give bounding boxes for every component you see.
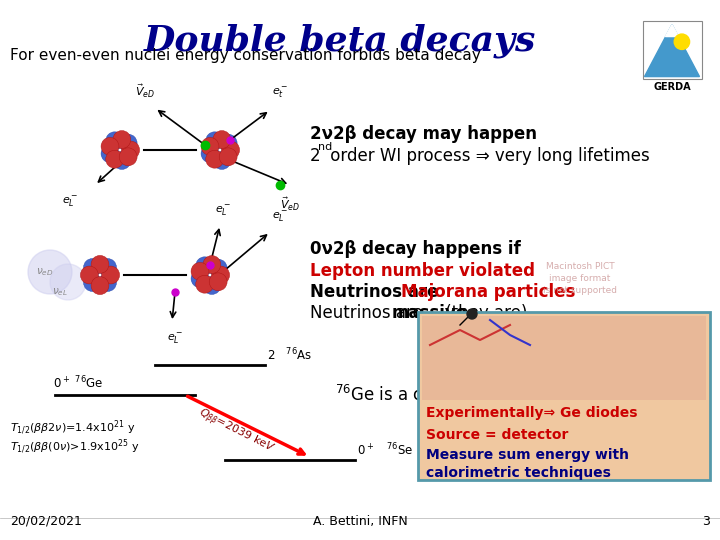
- Text: massive: massive: [391, 304, 467, 322]
- Text: $T_{1/2}(\beta\beta 2\nu)$=1.4x10$^{21}$ y: $T_{1/2}(\beta\beta 2\nu)$=1.4x10$^{21}$…: [10, 418, 135, 437]
- Circle shape: [99, 259, 117, 276]
- Text: 2: 2: [310, 147, 320, 165]
- Circle shape: [120, 134, 137, 152]
- Circle shape: [101, 137, 119, 156]
- Circle shape: [91, 276, 109, 295]
- Circle shape: [99, 274, 117, 292]
- Text: 3: 3: [702, 515, 710, 528]
- Text: Macintosh PICT
image format
is not supported: Macintosh PICT image format is not suppo…: [543, 262, 617, 295]
- Circle shape: [84, 274, 102, 292]
- Circle shape: [28, 250, 72, 294]
- Circle shape: [122, 141, 140, 159]
- Circle shape: [102, 266, 120, 284]
- Circle shape: [191, 269, 209, 288]
- Bar: [642, 21, 701, 79]
- Text: 0ν2β decay happens if: 0ν2β decay happens if: [310, 240, 521, 258]
- Text: $e_L^-$: $e_L^-$: [167, 332, 183, 346]
- Text: 20/02/2021: 20/02/2021: [10, 515, 82, 528]
- Text: Majorana particles: Majorana particles: [401, 283, 575, 301]
- Text: $\vec{V}_{eD}$: $\vec{V}_{eD}$: [135, 83, 155, 100]
- Circle shape: [212, 266, 230, 284]
- Circle shape: [213, 152, 231, 170]
- Circle shape: [106, 132, 124, 150]
- Circle shape: [91, 255, 109, 273]
- Text: 2ν2β decay may happen: 2ν2β decay may happen: [310, 125, 537, 143]
- Circle shape: [201, 137, 219, 156]
- Text: $\nu_{eL}$: $\nu_{eL}$: [52, 286, 68, 298]
- Text: $e_L^-$: $e_L^-$: [215, 204, 231, 218]
- Text: Source = detector: Source = detector: [426, 428, 568, 442]
- Text: Neutrinos are: Neutrinos are: [310, 304, 428, 322]
- Text: $e_L^-$: $e_L^-$: [272, 210, 289, 224]
- Circle shape: [213, 131, 231, 149]
- Text: $\vec{V}_{eD}$: $\vec{V}_{eD}$: [280, 195, 300, 213]
- Circle shape: [219, 134, 237, 152]
- Circle shape: [674, 34, 690, 50]
- Circle shape: [106, 150, 124, 168]
- Text: A. Bettini, INFN: A. Bettini, INFN: [312, 515, 408, 528]
- Text: Measure sum energy with: Measure sum energy with: [426, 448, 629, 462]
- Bar: [422, 316, 706, 400]
- Text: Double beta decays: Double beta decays: [144, 24, 536, 58]
- Text: 2   $^{76}$As: 2 $^{76}$As: [267, 346, 312, 363]
- Circle shape: [206, 132, 224, 150]
- Polygon shape: [644, 25, 700, 77]
- Text: (they are): (they are): [440, 304, 528, 322]
- Text: $Q_{\beta\beta}$=2039 ke$V$: $Q_{\beta\beta}$=2039 ke$V$: [195, 406, 277, 458]
- Circle shape: [191, 262, 209, 280]
- Circle shape: [222, 141, 240, 159]
- Text: $T_{1/2}(\beta\beta(0\nu)$>1.9x10$^{25}$ y: $T_{1/2}(\beta\beta(0\nu)$>1.9x10$^{25}$…: [10, 437, 140, 456]
- Circle shape: [84, 259, 102, 276]
- Circle shape: [120, 148, 137, 166]
- Text: 0$^+$   $^{76}$Se: 0$^+$ $^{76}$Se: [357, 441, 413, 458]
- Circle shape: [219, 148, 237, 166]
- Circle shape: [196, 257, 214, 275]
- Circle shape: [467, 309, 477, 319]
- Circle shape: [101, 145, 119, 163]
- Circle shape: [203, 255, 221, 273]
- Text: $^{76}$Ge is a candidate: $^{76}$Ge is a candidate: [335, 385, 497, 405]
- Polygon shape: [665, 25, 679, 37]
- Text: For even-even nuclei energy conservation forbids beta decay: For even-even nuclei energy conservation…: [10, 48, 481, 63]
- Text: $e_t^-$: $e_t^-$: [272, 86, 289, 100]
- Text: calorimetric techniques: calorimetric techniques: [426, 466, 611, 480]
- Text: Lepton number violated: Lepton number violated: [310, 262, 535, 280]
- Text: 0$^+$ $^{76}$Ge: 0$^+$ $^{76}$Ge: [53, 374, 104, 391]
- Text: GERDA: GERDA: [653, 82, 690, 92]
- Text: order WI process ⇒ very long lifetimes: order WI process ⇒ very long lifetimes: [325, 147, 649, 165]
- Text: $e_L^-$: $e_L^-$: [61, 195, 78, 209]
- Circle shape: [113, 131, 131, 149]
- Circle shape: [50, 264, 86, 300]
- Circle shape: [206, 150, 224, 168]
- Text: nd: nd: [318, 142, 332, 152]
- Text: $\nu_{eD}$: $\nu_{eD}$: [36, 266, 54, 278]
- Circle shape: [113, 152, 131, 170]
- Circle shape: [196, 275, 214, 293]
- Circle shape: [81, 266, 99, 284]
- Circle shape: [210, 273, 227, 291]
- Circle shape: [203, 276, 221, 294]
- Text: Neutrinos are: Neutrinos are: [310, 283, 444, 301]
- Text: Experimentally⇒ Ge diodes: Experimentally⇒ Ge diodes: [426, 406, 637, 420]
- Circle shape: [201, 145, 219, 163]
- Bar: [418, 312, 710, 480]
- Circle shape: [210, 259, 227, 277]
